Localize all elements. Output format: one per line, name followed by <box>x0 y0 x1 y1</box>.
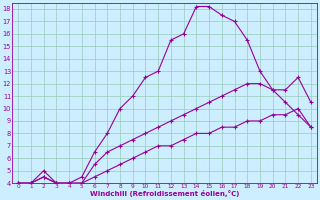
X-axis label: Windchill (Refroidissement éolien,°C): Windchill (Refroidissement éolien,°C) <box>90 190 239 197</box>
